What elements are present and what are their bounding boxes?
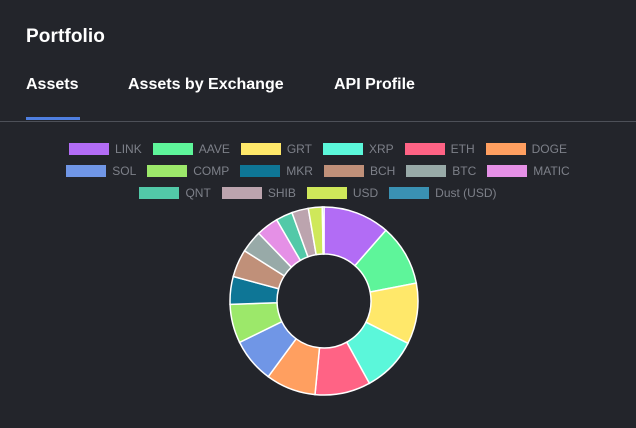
legend-row: QNT SHIB USD Dust (USD): [0, 182, 636, 204]
legend-label: BTC: [452, 164, 477, 178]
legend-item[interactable]: GRT: [240, 142, 312, 156]
legend-swatch: [389, 187, 430, 199]
donut-slice-dust-usd[interactable]: [321, 206, 325, 255]
legend-swatch: [147, 165, 188, 177]
legend-swatch: [240, 165, 281, 177]
legend-label: MKR: [286, 164, 313, 178]
legend-label: LINK: [115, 142, 142, 156]
legend-label: USD: [352, 186, 379, 200]
legend-swatch: [152, 143, 193, 155]
legend-item[interactable]: ETH: [404, 142, 475, 156]
legend-item[interactable]: Dust (USD): [389, 186, 497, 200]
legend-label: BCH: [369, 164, 396, 178]
legend-label: SHIB: [267, 186, 296, 200]
chart-legend: LINK AAVE GRT XRP ETH DOGE SOL COMP MKR BCH BTC MAT…: [0, 138, 636, 204]
legend-swatch: [66, 165, 107, 177]
legend-item[interactable]: SHIB: [221, 186, 296, 200]
legend-swatch: [487, 165, 528, 177]
tab-bar: Assets Assets by Exchange API Profile: [0, 70, 636, 122]
legend-swatch: [69, 143, 110, 155]
legend-swatch: [306, 187, 347, 199]
legend-item[interactable]: MATIC: [487, 164, 570, 178]
legend-item[interactable]: XRP: [322, 142, 394, 156]
legend-item[interactable]: USD: [306, 186, 379, 200]
legend-label: XRP: [368, 142, 394, 156]
legend-label: GRT: [286, 142, 312, 156]
legend-label: Dust (USD): [435, 186, 497, 200]
legend-item[interactable]: BTC: [406, 164, 476, 178]
legend-swatch: [322, 143, 363, 155]
tab-assets-by-exchange[interactable]: Assets by Exchange: [128, 76, 284, 93]
legend-label: SOL: [112, 164, 137, 178]
tab-assets[interactable]: Assets: [26, 76, 79, 93]
legend-item[interactable]: BCH: [323, 164, 396, 178]
legend-label: QNT: [185, 186, 211, 200]
legend-swatch: [323, 165, 364, 177]
legend-item[interactable]: SOL: [66, 164, 136, 178]
legend-label: DOGE: [531, 142, 567, 156]
legend-swatch: [404, 143, 445, 155]
legend-label: AAVE: [198, 142, 230, 156]
legend-item[interactable]: DOGE: [485, 142, 567, 156]
legend-swatch: [240, 143, 281, 155]
page-title: Portfolio: [26, 26, 105, 47]
legend-label: ETH: [450, 142, 475, 156]
legend-swatch: [485, 143, 526, 155]
legend-item[interactable]: COMP: [147, 164, 229, 178]
legend-label: COMP: [193, 164, 230, 178]
legend-swatch: [221, 187, 262, 199]
legend-swatch: [139, 187, 180, 199]
legend-row: LINK AAVE GRT XRP ETH DOGE: [0, 138, 636, 160]
legend-row: SOL COMP MKR BCH BTC MATIC: [0, 160, 636, 182]
active-tab-indicator: [26, 117, 80, 120]
assets-donut-chart: [229, 206, 419, 396]
legend-label: MATIC: [533, 164, 570, 178]
legend-item[interactable]: LINK: [69, 142, 142, 156]
tab-api-profile[interactable]: API Profile: [334, 76, 415, 93]
legend-swatch: [406, 165, 447, 177]
legend-item[interactable]: QNT: [139, 186, 211, 200]
legend-item[interactable]: MKR: [240, 164, 313, 178]
legend-item[interactable]: AAVE: [152, 142, 230, 156]
